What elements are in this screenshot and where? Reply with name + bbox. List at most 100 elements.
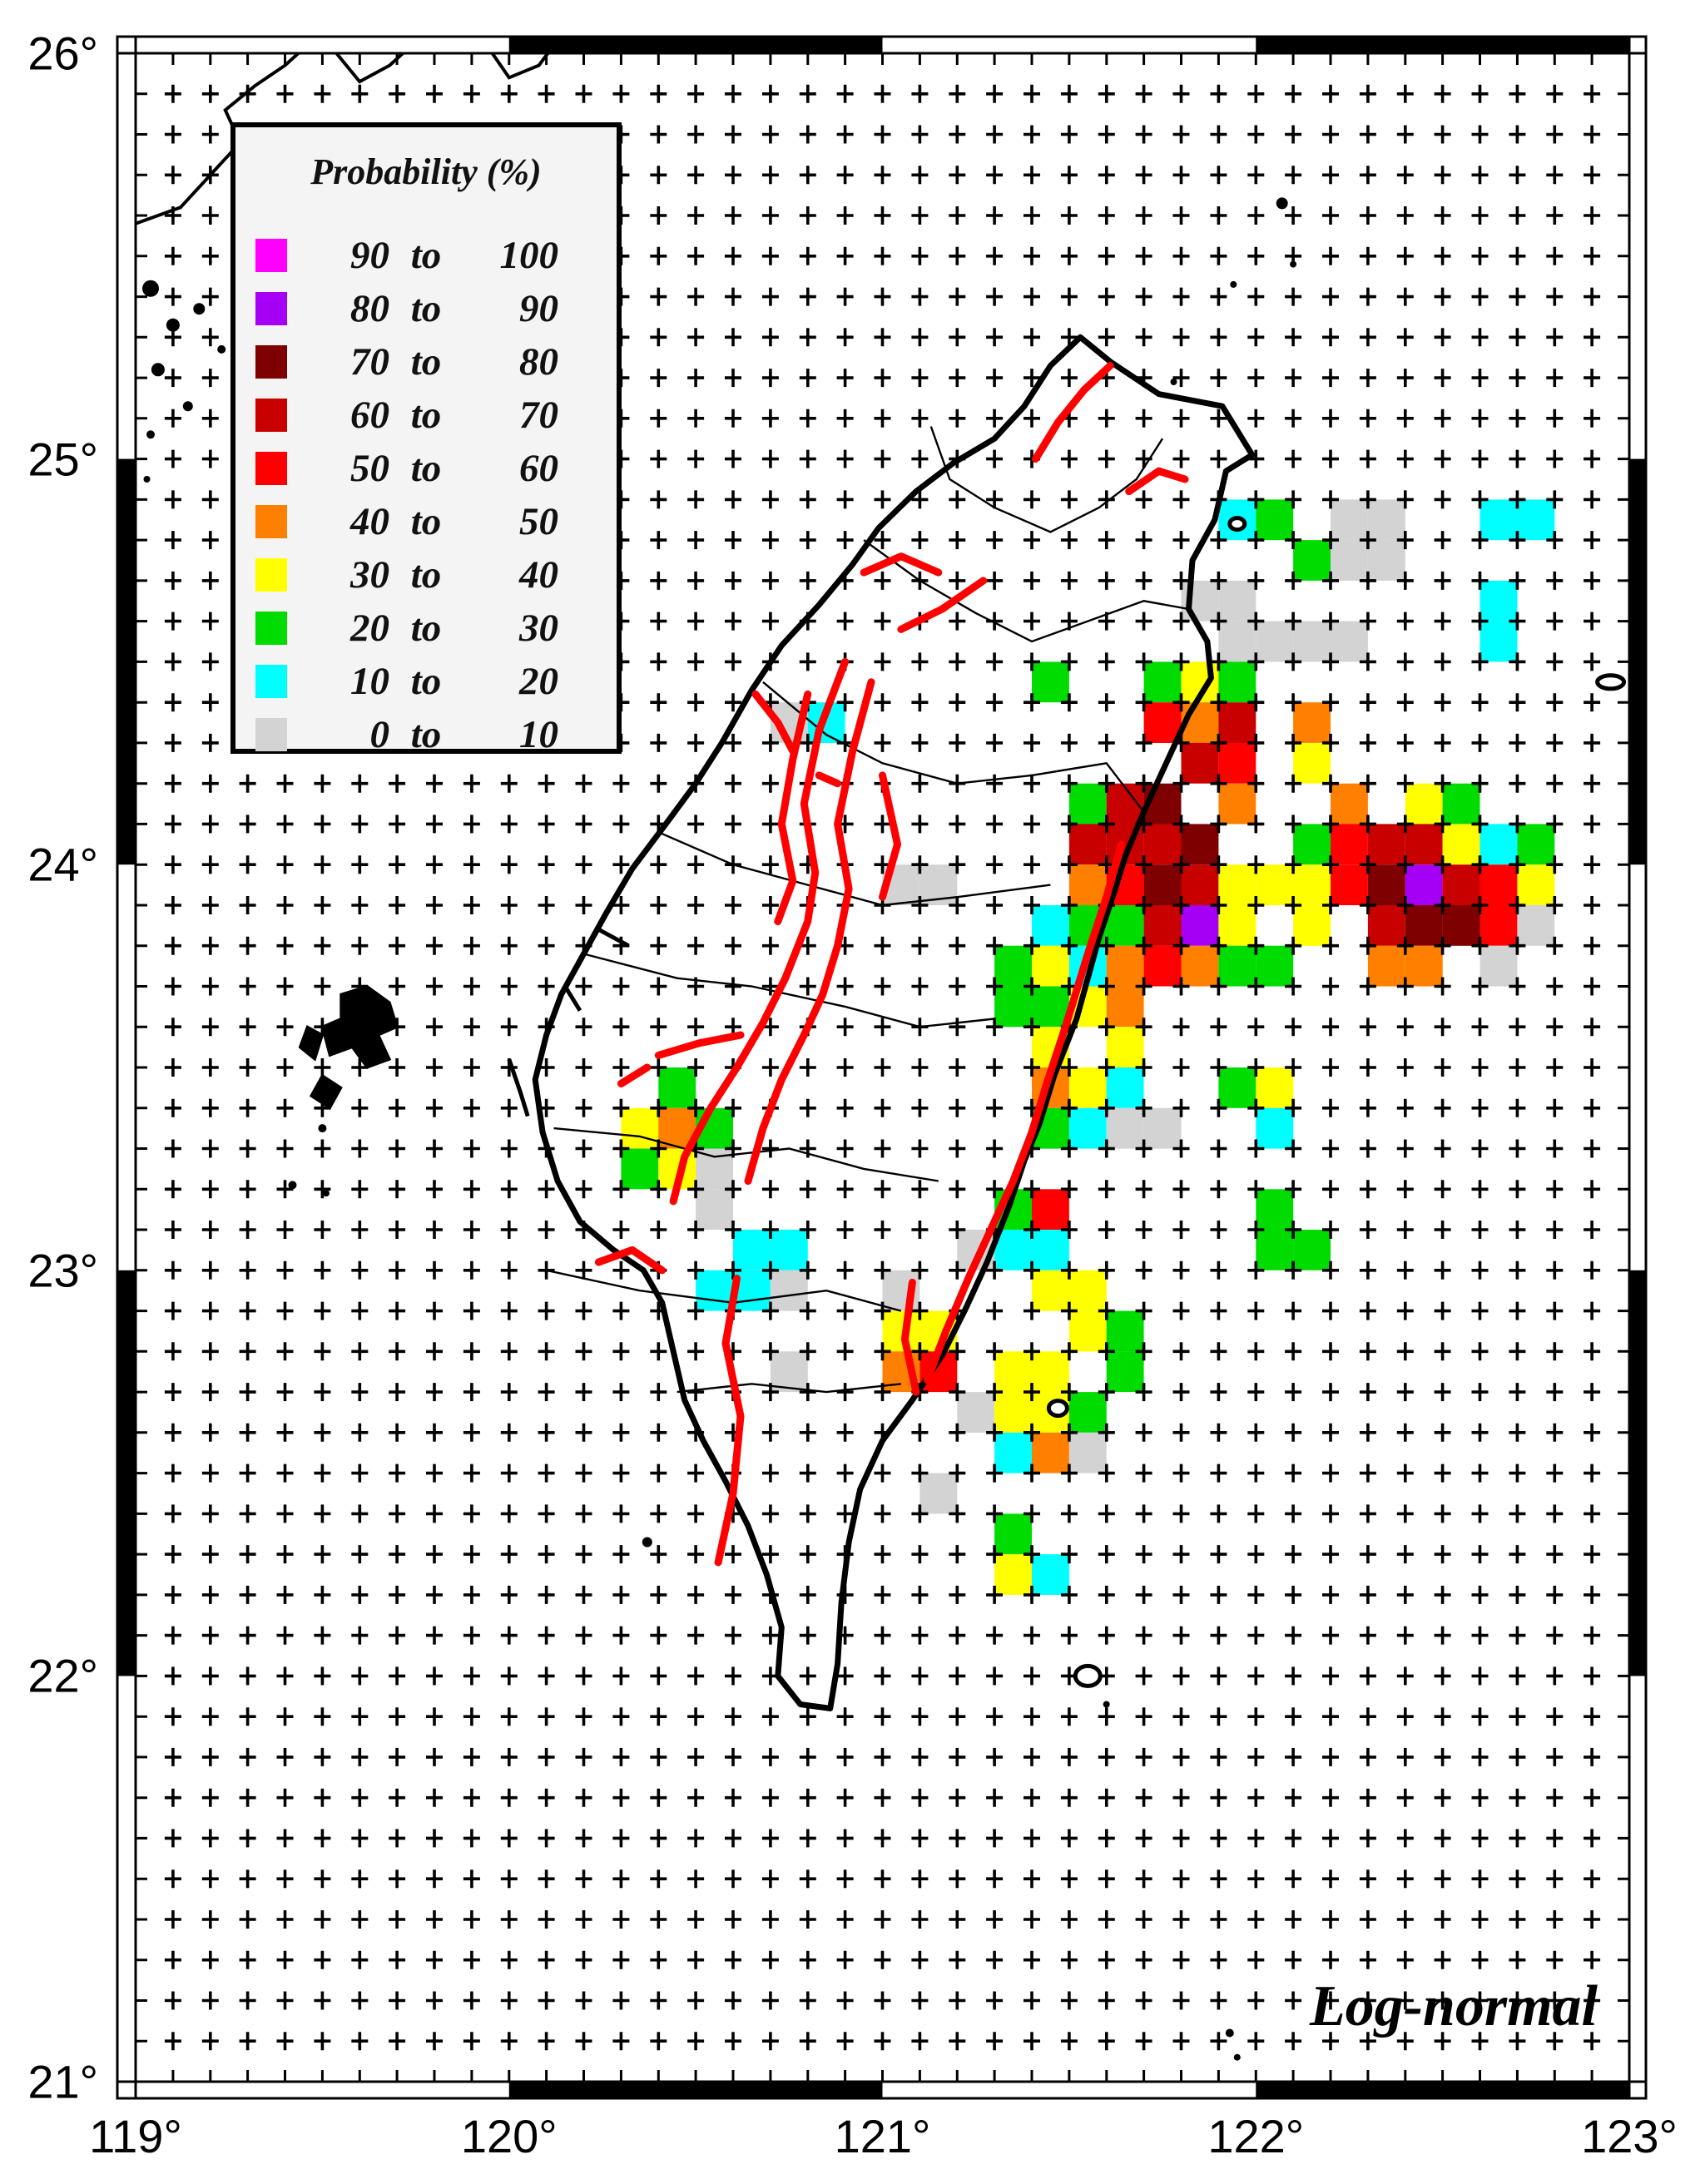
islet-outline <box>1073 1663 1103 1688</box>
probability-cell <box>1331 864 1368 905</box>
county-boundary <box>657 831 1051 907</box>
probability-cell <box>1181 905 1219 946</box>
islet <box>642 1537 652 1548</box>
probability-cell <box>1367 864 1405 905</box>
probability-cell <box>1218 1067 1256 1108</box>
fault-line <box>1125 467 1189 496</box>
county-boundary <box>677 1383 902 1394</box>
probability-cell <box>1479 945 1518 987</box>
probability-cell <box>1367 945 1405 987</box>
islet <box>288 1181 297 1190</box>
probability-cell <box>994 945 1032 987</box>
probability-cell <box>1517 905 1555 946</box>
probability-cell <box>1106 905 1144 946</box>
islet <box>142 280 159 297</box>
probability-cell <box>1479 499 1518 541</box>
probability-cell <box>1068 783 1107 825</box>
probability-cell <box>1218 945 1256 987</box>
probability-cell <box>1517 864 1555 905</box>
probability-cell <box>994 1392 1032 1433</box>
probability-cell <box>957 1392 995 1433</box>
probability-cell <box>1218 580 1256 622</box>
legend-label: 10 to 20 <box>350 660 558 703</box>
probability-cell <box>882 1310 920 1352</box>
legend-swatch <box>255 292 287 325</box>
map-frame <box>116 35 1648 2100</box>
fault-line <box>860 552 943 577</box>
legend-label: 50 to 60 <box>350 447 558 490</box>
legend-entry-80-90: 80 to 90 <box>235 287 617 330</box>
legend-swatch <box>255 345 287 379</box>
fault-line <box>594 1246 667 1275</box>
probability-cell <box>1517 824 1555 865</box>
probability-cell <box>1032 986 1069 1028</box>
probability-cell <box>1218 864 1256 905</box>
probability-cell <box>1068 824 1107 865</box>
lon-axis-label: 120° <box>460 2110 558 2162</box>
islet <box>143 476 151 483</box>
islet <box>1233 2053 1241 2061</box>
legend-entry-0-10: 0 to 10 <box>235 713 617 756</box>
probability-cell <box>1106 1027 1144 1067</box>
legend-label: 30 to 40 <box>350 553 558 597</box>
legend-swatch <box>255 612 287 645</box>
legend-swatch <box>255 399 287 432</box>
probability-cell <box>1293 1230 1331 1270</box>
probability-cell <box>1218 742 1256 784</box>
probability-cell <box>994 1554 1032 1595</box>
probability-cell <box>1218 905 1256 946</box>
coastal-sandbar <box>507 1058 530 1117</box>
probability-cell <box>1256 1067 1294 1108</box>
islet <box>1103 1701 1110 1708</box>
legend-swatch <box>255 718 287 751</box>
legend-entry-30-40: 30 to 40 <box>235 553 617 597</box>
probability-cell <box>658 1067 696 1108</box>
probability-cell <box>1106 945 1144 987</box>
legend-swatch <box>255 558 287 592</box>
probability-cell <box>994 1351 1032 1393</box>
probability-cell <box>1293 702 1331 743</box>
probability-cell <box>1143 905 1182 946</box>
probability-cell <box>1218 661 1256 703</box>
probability-cell <box>1479 621 1518 662</box>
probability-cell <box>919 1473 958 1514</box>
islet <box>318 1124 327 1133</box>
frame-ticks <box>136 53 1629 2082</box>
probability-cell <box>1256 1230 1294 1270</box>
probability-cell <box>1331 540 1368 581</box>
islet <box>151 363 165 377</box>
probability-cell <box>1032 905 1069 946</box>
probability-cell <box>1442 905 1480 946</box>
fault-line <box>879 771 901 901</box>
probability-cell <box>1517 499 1555 541</box>
fault-line <box>897 577 988 633</box>
probability-cell <box>1032 1189 1069 1231</box>
penghu-islands <box>320 984 399 1069</box>
fault-line <box>744 678 875 1185</box>
legend-label: 80 to 90 <box>350 287 558 330</box>
county-boundary <box>762 681 1145 813</box>
islet-outline <box>1595 673 1627 691</box>
china-coastline <box>334 53 406 84</box>
legend-entry-20-30: 20 to 30 <box>235 607 617 650</box>
probability-cell <box>1367 499 1405 541</box>
probability-cell <box>1331 824 1368 865</box>
probability-cell <box>1181 945 1219 987</box>
probability-cell <box>1479 864 1518 905</box>
probability-cell <box>1181 742 1219 784</box>
probability-cell <box>1479 905 1518 946</box>
lon-axis-label: 122° <box>1207 2110 1305 2162</box>
probability-cell <box>1405 824 1443 865</box>
probability-cell <box>1143 661 1182 703</box>
probability-cell <box>1256 945 1294 987</box>
probability-cell <box>1032 1230 1069 1270</box>
legend-label: 90 to 100 <box>350 234 558 277</box>
lat-axis-label: 23° <box>27 1244 98 1297</box>
probability-cell <box>1405 945 1443 987</box>
coastal-sandbar <box>563 985 582 1013</box>
penghu-islands <box>298 1025 325 1062</box>
probability-cell <box>1256 499 1294 541</box>
probability-cell <box>1293 905 1331 946</box>
probability-cell <box>994 1432 1032 1473</box>
probability-cell <box>1106 1107 1144 1149</box>
